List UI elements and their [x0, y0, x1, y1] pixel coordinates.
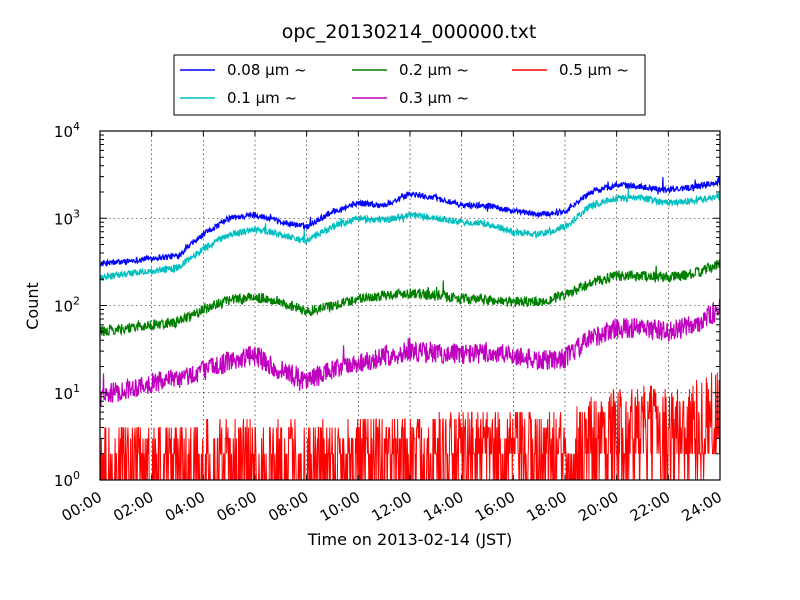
legend-label: 0.2 μm ~: [399, 61, 469, 79]
y-tick-label: 103: [54, 207, 80, 228]
series-line-4: [99, 299, 721, 407]
legend: 0.08 μm ~ 0.1 μm ~ 0.2 μm ~ 0.3 μm ~ 0.5 μm …: [173, 54, 646, 116]
y-tick-label: 104: [54, 120, 80, 141]
y-tick-label: 100: [54, 469, 80, 490]
x-axis-label: Time on 2013-02-14 (JST): [307, 530, 512, 549]
legend-label: 0.08 μm ~: [227, 61, 307, 79]
series-line-3: [99, 259, 721, 337]
legend-box: [173, 54, 646, 116]
series-line-1: [99, 176, 721, 267]
ticks: [99, 130, 721, 481]
y-axis-label: Count: [23, 282, 42, 330]
y-tick-label: 102: [54, 295, 80, 316]
series-line-2: [99, 188, 721, 282]
y-tick-labels: 100 101 102 103 104: [54, 120, 80, 490]
legend-label: 0.1 μm ~: [227, 89, 297, 107]
legend-label: 0.5 μm ~: [559, 61, 629, 79]
series-group: [99, 176, 721, 481]
y-tick-label: 101: [54, 382, 80, 403]
chart-title: opc_20130214_000000.txt: [282, 21, 537, 43]
legend-label: 0.3 μm ~: [399, 89, 469, 107]
